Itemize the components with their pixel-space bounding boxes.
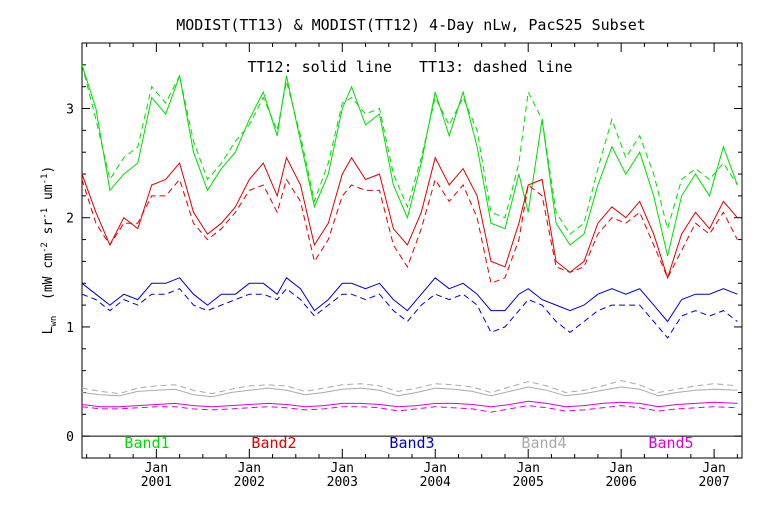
- band1-tt12-line: [81, 64, 738, 257]
- legend-band2: Band2: [251, 434, 296, 452]
- band1-tt13-line: [81, 64, 738, 235]
- x-tick-month: Jan: [238, 461, 261, 476]
- y-label-exp1: -2: [40, 242, 50, 253]
- x-tick-month: Jan: [423, 461, 446, 476]
- x-tick-month: Jan: [331, 461, 354, 476]
- y-tick-label: 0: [66, 430, 74, 445]
- band5-tt12-line: [81, 400, 738, 408]
- x-tick-year: 2001: [141, 475, 172, 490]
- x-tick-year: 2006: [605, 475, 636, 490]
- y-tick-label: 3: [66, 103, 74, 118]
- band5-tt13-line: [81, 405, 738, 413]
- y-label-exp3: -1: [40, 174, 50, 185]
- x-tick-year: 2005: [513, 475, 544, 490]
- band4-tt12-line: [81, 386, 738, 398]
- y-axis-label: Lwn (mW cm-2 sr-1 um-1): [40, 166, 59, 335]
- band2-tt13-line: [81, 178, 738, 284]
- legend-band3: Band3: [389, 434, 434, 452]
- y-tick-label: 2: [66, 212, 74, 227]
- x-tick-year: 2004: [420, 475, 451, 490]
- band3-tt12-line: [81, 277, 738, 323]
- y-label-open: (mW cm: [41, 253, 56, 300]
- x-tick-month: Jan: [516, 461, 539, 476]
- y-label-um: um: [41, 184, 56, 208]
- y-label-sub: wn: [49, 316, 59, 327]
- series-lines: [81, 64, 738, 413]
- plot-frame: [81, 42, 743, 459]
- x-tick-year: 2007: [698, 475, 729, 490]
- y-label-L: L: [41, 326, 56, 334]
- band-legend: Band1 Band2 Band3 Band4 Band5: [124, 434, 693, 452]
- x-tick-month: Jan: [145, 461, 168, 476]
- axes: 0123Jan2001Jan2002Jan2003Jan2004Jan2005J…: [66, 43, 742, 490]
- x-tick-year: 2002: [234, 475, 265, 490]
- band2-tt12-line: [81, 156, 738, 280]
- band3-tt13-line: [81, 288, 738, 339]
- legend-band1: Band1: [124, 434, 169, 452]
- y-label-close: ): [41, 166, 56, 174]
- svg-text:Lwn (mW cm-2 sr-1 um-1): Lwn (mW cm-2 sr-1 um-1): [40, 166, 59, 335]
- chart-title: MODIST(TT13) & MODIST(TT12) 4-Day nLw, P…: [176, 16, 646, 34]
- y-tick-label: 1: [66, 321, 74, 336]
- legend-band5: Band5: [648, 434, 693, 452]
- x-tick-month: Jan: [702, 461, 725, 476]
- y-label-sr: sr: [41, 219, 56, 243]
- legend-band4: Band4: [521, 434, 566, 452]
- x-tick-year: 2003: [327, 475, 358, 490]
- y-label-exp2: -1: [40, 208, 50, 219]
- band4-tt13-line: [81, 379, 738, 395]
- line-style-note: TT12: solid line TT13: dashed line: [247, 58, 572, 76]
- x-tick-month: Jan: [609, 461, 632, 476]
